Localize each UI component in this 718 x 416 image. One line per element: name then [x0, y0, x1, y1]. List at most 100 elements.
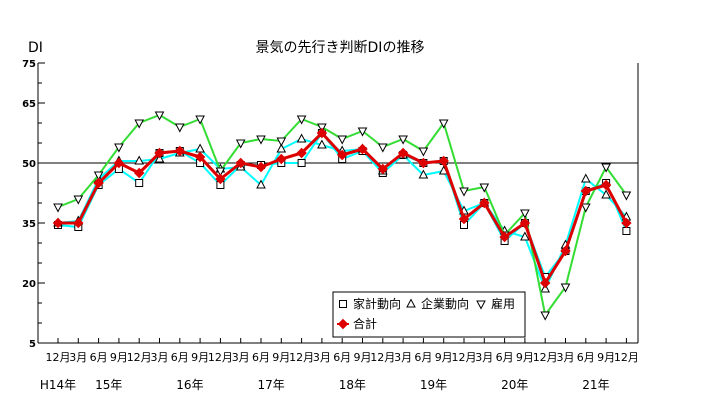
y-tick-label: 65: [22, 99, 36, 110]
data-point-employment: [235, 139, 246, 149]
year-label: 20年: [501, 378, 528, 392]
data-point-employment: [73, 195, 84, 205]
data-point-total: [539, 277, 551, 289]
data-point-corporate: [540, 283, 551, 293]
series-line-employment: [57, 113, 628, 318]
data-point-total: [316, 127, 328, 139]
x-tick-label: 3月: [475, 351, 493, 364]
year-label: H14年: [40, 378, 76, 392]
x-tick-label: 6月: [577, 351, 595, 364]
legend-marker-corporate: [406, 298, 416, 308]
data-point-total: [73, 217, 84, 229]
year-label: 19年: [420, 378, 447, 392]
data-point-employment: [520, 209, 530, 219]
legend-box: [332, 291, 526, 338]
y-axis-label: DI: [28, 40, 43, 56]
data-point-total: [499, 231, 510, 243]
x-tick-label: 3月: [232, 351, 250, 364]
data-point-employment: [601, 163, 611, 173]
x-tick-label: 12月: [46, 351, 71, 364]
data-point-employment: [479, 183, 490, 193]
data-point-total: [255, 161, 267, 173]
x-tick-label: 6月: [496, 351, 514, 364]
data-point-corporate: [580, 173, 591, 183]
data-point-total: [600, 179, 612, 191]
legend-marker-employment: [476, 300, 486, 310]
data-point-total: [438, 155, 449, 167]
year-label: 15年: [95, 378, 122, 392]
data-point-employment: [337, 135, 348, 145]
x-tick-label: 3月: [69, 351, 87, 364]
x-tick-label: 12月: [533, 351, 558, 364]
x-tick-label: 6月: [90, 351, 108, 364]
data-point-corporate: [134, 155, 145, 165]
year-label: 21年: [582, 378, 609, 392]
data-point-household: [297, 159, 306, 167]
data-point-employment: [114, 143, 124, 153]
data-point-employment: [93, 171, 104, 181]
data-point-employment: [296, 115, 307, 125]
data-point-household: [622, 227, 631, 235]
chart-title: 景気の先行き判断DIの推移: [256, 40, 425, 56]
data-point-total: [194, 151, 206, 163]
data-point-total: [174, 145, 186, 157]
data-point-total: [458, 213, 470, 225]
data-point-total: [133, 167, 145, 179]
x-tick-label: 12月: [614, 351, 639, 364]
x-tick-label: 9月: [354, 351, 372, 364]
legend-label-employment: 雇用: [491, 296, 515, 311]
data-point-employment: [621, 191, 632, 201]
data-point-employment: [560, 283, 571, 293]
x-tick-label: 12月: [208, 351, 233, 364]
data-point-employment: [174, 123, 185, 133]
data-point-corporate: [276, 143, 287, 153]
data-point-total: [621, 217, 632, 229]
data-point-total: [113, 157, 125, 169]
data-point-employment: [53, 203, 63, 213]
data-point-corporate: [601, 189, 611, 199]
data-point-total: [479, 197, 490, 209]
x-tick-label: 9月: [110, 351, 128, 364]
x-tick-label: 6月: [414, 351, 432, 364]
data-point-employment: [195, 115, 205, 125]
data-point-total: [154, 147, 165, 159]
y-tick-label: 20: [22, 279, 36, 290]
data-point-household: [135, 179, 144, 187]
data-point-employment: [398, 135, 408, 145]
data-point-total: [560, 245, 571, 257]
data-point-total: [336, 149, 348, 161]
data-point-employment: [154, 111, 165, 121]
x-tick-label: 9月: [597, 351, 615, 364]
data-point-corporate: [154, 153, 165, 163]
y-tick-label: 5: [29, 339, 36, 350]
legend-marker-total: [337, 318, 349, 330]
x-tick-label: 12月: [127, 351, 152, 364]
data-point-corporate: [317, 139, 327, 149]
legend-label-total: 合計: [353, 316, 377, 331]
x-tick-label: 6月: [333, 351, 351, 364]
data-point-employment: [580, 203, 591, 213]
x-tick-label: 9月: [516, 351, 534, 364]
data-point-corporate: [520, 231, 530, 241]
x-tick-label: 3月: [394, 351, 412, 364]
x-tick-label: 6月: [171, 351, 189, 364]
x-tick-label: 12月: [370, 351, 395, 364]
data-point-employment: [134, 119, 145, 129]
data-point-corporate: [418, 169, 429, 179]
x-tick-label: 9月: [272, 351, 290, 364]
y-tick-label: 35: [22, 219, 36, 230]
x-tick-label: 12月: [452, 351, 477, 364]
year-label: 17年: [258, 378, 285, 392]
x-tick-label: 12月: [289, 351, 314, 364]
data-point-employment: [276, 137, 287, 147]
data-point-corporate: [195, 143, 205, 153]
y-tick-label: 50: [22, 159, 36, 170]
legend-marker-household: [339, 300, 347, 308]
x-tick-label: 3月: [313, 351, 331, 364]
data-point-total: [52, 217, 64, 229]
data-point-employment: [357, 127, 368, 137]
data-point-total: [397, 147, 409, 159]
